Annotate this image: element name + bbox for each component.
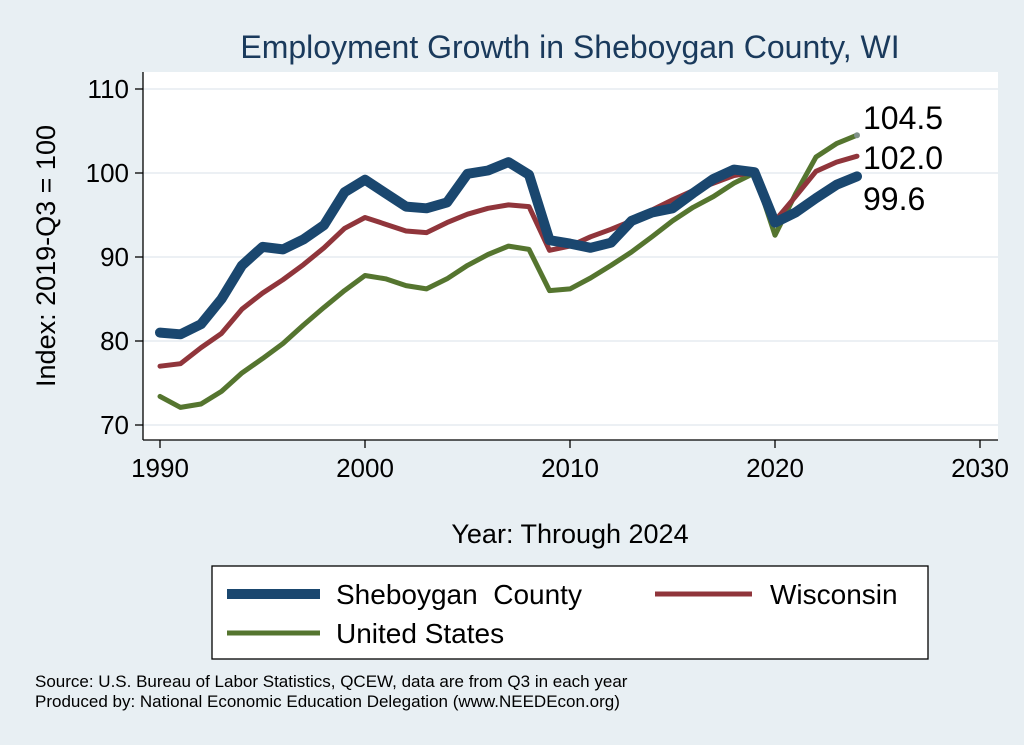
- x-tick-label: 1990: [131, 453, 189, 483]
- legend-label: Sheboygan County: [336, 579, 582, 610]
- end-label-3: 99.6: [863, 181, 925, 217]
- end-label-2: 102.0: [863, 140, 943, 176]
- legend-box: [211, 565, 929, 660]
- source-note: Source: U.S. Bureau of Labor Statistics,…: [35, 672, 628, 691]
- y-tick-label: 100: [86, 158, 129, 188]
- series-lines: [155, 132, 862, 410]
- y-tick-label: 90: [100, 242, 129, 272]
- x-axis-label: Year: Through 2024: [451, 519, 688, 549]
- sheboygan-county-line: [155, 157, 862, 340]
- legend-label: United States: [336, 618, 504, 649]
- x-tick-label: 2000: [336, 453, 394, 483]
- chart-title: Employment Growth in Sheboygan County, W…: [240, 29, 899, 65]
- end-label-1: 104.5: [863, 100, 943, 136]
- y-tick-label: 110: [88, 74, 129, 104]
- legend-label: Wisconsin: [770, 579, 898, 610]
- x-tick-label: 2020: [746, 453, 804, 483]
- x-tick-label: 2030: [951, 453, 1009, 483]
- y-axis-label: Index: 2019-Q3 = 100: [31, 125, 61, 387]
- produced-by-note: Produced by: National Economic Education…: [35, 692, 620, 711]
- x-tick-label: 2010: [541, 453, 599, 483]
- y-tick-label: 80: [100, 326, 129, 356]
- end-labels: 104.5 102.0 99.6: [854, 100, 943, 217]
- axes: 70 80 90 100 110 1990 2000 2010 2020 2030: [86, 72, 1009, 483]
- united-states-line: [157, 132, 860, 410]
- legend: Sheboygan County Wisconsin United States: [211, 565, 929, 660]
- united-states-end-point: [854, 132, 860, 139]
- y-tick-label: 70: [100, 410, 129, 440]
